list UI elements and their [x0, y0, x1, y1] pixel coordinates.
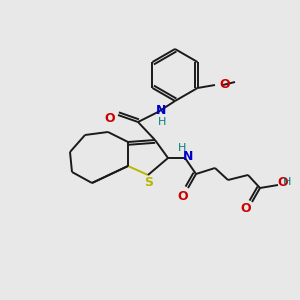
- Text: O: O: [241, 202, 251, 214]
- Text: N: N: [156, 103, 166, 116]
- Text: H: H: [283, 177, 291, 187]
- Text: O: O: [278, 176, 288, 188]
- Text: O: O: [178, 190, 188, 203]
- Text: H: H: [178, 143, 186, 153]
- Text: O: O: [219, 77, 230, 91]
- Text: O: O: [105, 112, 115, 124]
- Text: N: N: [183, 149, 193, 163]
- Text: H: H: [158, 117, 166, 127]
- Text: S: S: [145, 176, 154, 190]
